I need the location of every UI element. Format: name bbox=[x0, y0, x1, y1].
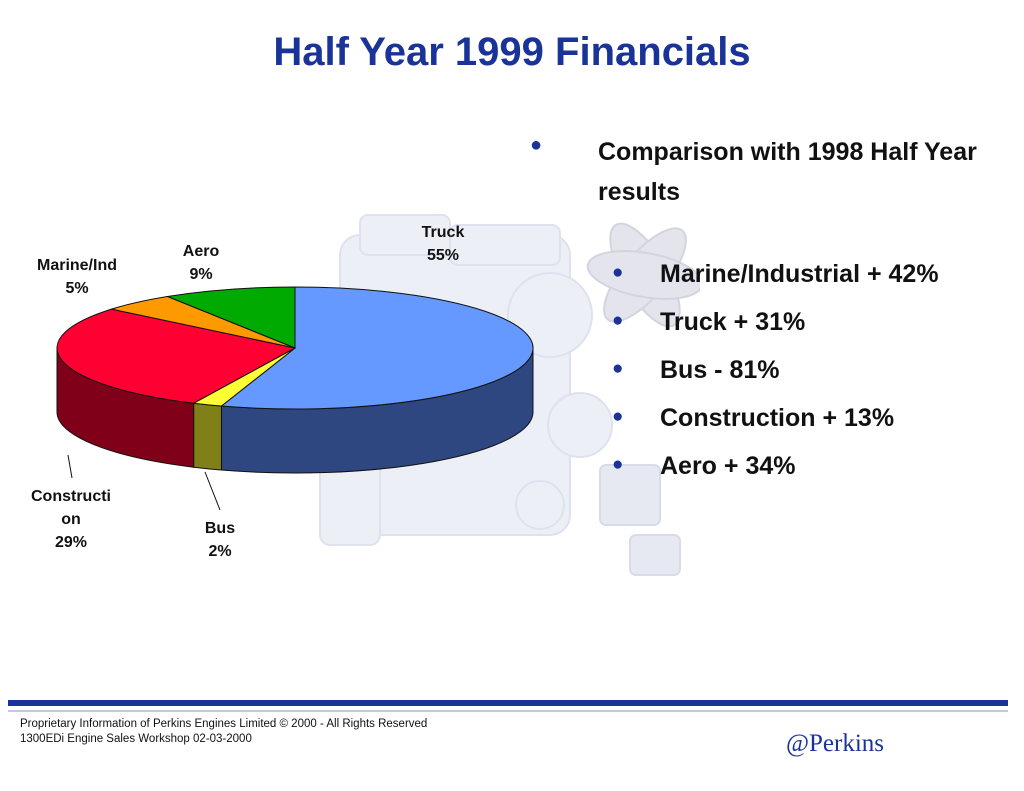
footer-line-2: 1300EDi Engine Sales Workshop 02-03-2000 bbox=[20, 733, 252, 745]
footer-rule-thin bbox=[8, 710, 1008, 712]
sub-bullet-text: Truck + 31% bbox=[660, 308, 806, 336]
sub-bullet-text: Aero + 34% bbox=[660, 452, 796, 480]
leader-line-construction bbox=[67, 454, 73, 479]
slice-label-truck: Truck 55% bbox=[422, 224, 465, 264]
bullet-dot-icon: ● bbox=[612, 358, 624, 379]
brand-logo: @Perkins bbox=[786, 730, 885, 757]
main-bullet: ● Comparison with 1998 Half Year results bbox=[530, 132, 1010, 212]
pie-slice-truck bbox=[220, 286, 534, 410]
sub-bullet-item: ● Marine/Industrial + 42% bbox=[612, 258, 1010, 306]
main-bullet-text: Comparison with 1998 Half Year results bbox=[598, 138, 977, 206]
sub-bullet-item: ● Truck + 31% bbox=[612, 306, 1010, 354]
slice-label-line: Truck bbox=[422, 224, 465, 241]
sub-bullet-item: ● Bus - 81% bbox=[612, 354, 1010, 402]
footer-rule-thick bbox=[8, 700, 1008, 706]
bullet-panel: ● Comparison with 1998 Half Year results… bbox=[530, 132, 1010, 498]
slice-label-line: 2% bbox=[208, 543, 231, 560]
pie-chart: Truck 55% Aero 9% Marine/Ind 5% Constructi on 29… bbox=[31, 224, 534, 560]
slice-label-line: 5% bbox=[65, 280, 88, 297]
bullet-dot-icon: ● bbox=[530, 134, 543, 156]
pie-slice-aero bbox=[165, 286, 296, 349]
sub-bullet-list: ● Marine/Industrial + 42% ● Truck + 31% … bbox=[612, 258, 1010, 498]
slide-title: Half Year 1999 Financials bbox=[273, 30, 751, 74]
sub-bullet-item: ● Aero + 34% bbox=[612, 450, 1010, 498]
slice-label-line: Constructi bbox=[31, 488, 111, 505]
bullet-dot-icon: ● bbox=[612, 310, 624, 331]
slice-label-aero: Aero 9% bbox=[183, 243, 220, 283]
slice-label-line: Aero bbox=[183, 243, 220, 260]
slice-label-line: 55% bbox=[427, 247, 459, 264]
sub-bullet-text: Bus - 81% bbox=[660, 356, 780, 384]
slice-label-line: Bus bbox=[205, 520, 235, 537]
slice-label-line: 29% bbox=[55, 534, 87, 551]
slice-label-bus: Bus 2% bbox=[205, 520, 235, 560]
bullet-dot-icon: ● bbox=[612, 406, 624, 427]
slice-label-line: on bbox=[61, 511, 81, 528]
slice-label-line: Marine/Ind bbox=[37, 257, 117, 274]
sub-bullet-text: Construction + 13% bbox=[660, 404, 895, 432]
slice-label-line: 9% bbox=[189, 266, 212, 283]
pie-side-bus bbox=[193, 402, 222, 471]
slice-label-construction: Constructi on 29% bbox=[31, 488, 111, 551]
footer: Proprietary Information of Perkins Engin… bbox=[20, 717, 427, 747]
footer-line-1: Proprietary Information of Perkins Engin… bbox=[20, 718, 428, 730]
leader-line-bus bbox=[204, 471, 221, 511]
sub-bullet-text: Marine/Industrial + 42% bbox=[660, 260, 939, 288]
sub-bullet-item: ● Construction + 13% bbox=[612, 402, 1010, 450]
slice-label-marine: Marine/Ind 5% bbox=[37, 257, 117, 297]
pie-slice-construction bbox=[56, 308, 297, 404]
bullet-dot-icon: ● bbox=[612, 454, 624, 475]
bullet-dot-icon: ● bbox=[612, 262, 624, 283]
